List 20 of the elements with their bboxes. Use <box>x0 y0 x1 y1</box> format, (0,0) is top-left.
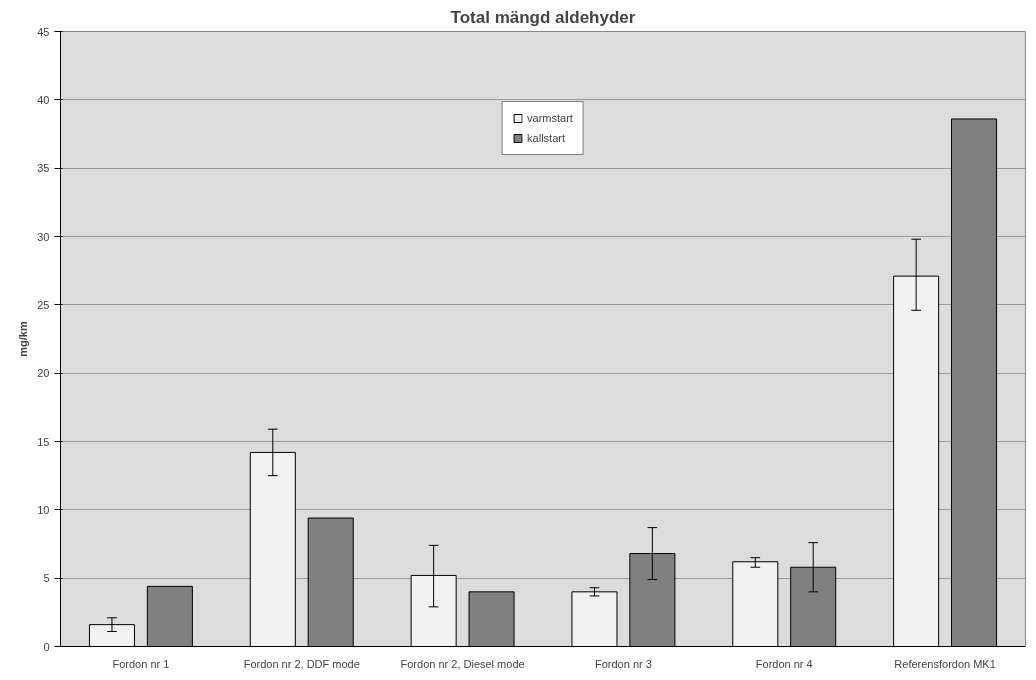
x-tick-label: Fordon nr 2, DDF mode <box>243 657 360 670</box>
y-tick-label: 25 <box>37 298 50 311</box>
y-tick-label: 30 <box>37 230 50 243</box>
x-tick-label: Referensfordon MK1 <box>894 657 996 670</box>
chart-title: Total mängd aldehyder <box>450 7 636 27</box>
y-tick-label: 5 <box>43 572 50 585</box>
y-tick-label: 45 <box>37 25 50 38</box>
y-tick-label: 20 <box>37 367 50 380</box>
x-tick-label: Fordon nr 2, Diesel mode <box>400 657 525 670</box>
x-tick-label: Fordon nr 3 <box>594 657 652 670</box>
y-tick-label: 0 <box>43 640 50 653</box>
y-tick-label: 35 <box>37 162 50 175</box>
y-tick-label: 10 <box>37 503 50 516</box>
legend-label: varmstart <box>527 112 573 124</box>
x-tick-label: Fordon nr 4 <box>755 657 813 670</box>
y-tick-label: 15 <box>37 435 50 448</box>
legend-label: kallstart <box>527 132 565 144</box>
y-axis-title: mg/km <box>17 321 30 357</box>
y-tick-label: 40 <box>37 93 50 106</box>
x-tick-label: Fordon nr 1 <box>112 657 170 670</box>
